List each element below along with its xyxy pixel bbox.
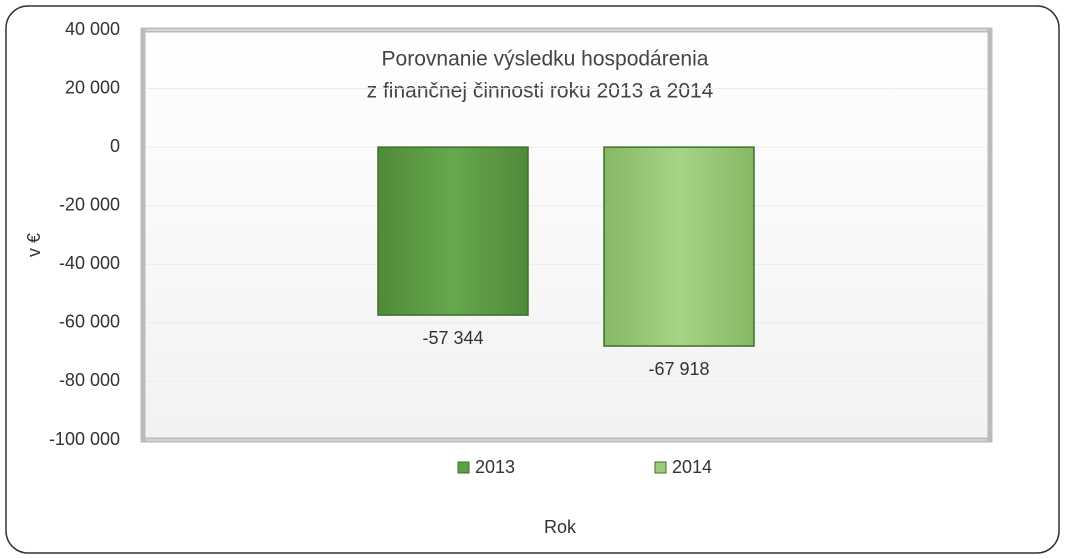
legend-label: 2014 bbox=[672, 457, 712, 477]
y-tick-label: 20 000 bbox=[65, 77, 120, 97]
y-tick-label: 40 000 bbox=[65, 19, 120, 39]
bar bbox=[377, 146, 529, 316]
data-label: -67 918 bbox=[648, 359, 709, 379]
chart-title: z finančnej činnosti roku 2013 a 2014 bbox=[367, 80, 714, 103]
legend-swatch bbox=[654, 461, 667, 474]
y-tick-label: 0 bbox=[110, 136, 120, 156]
legend-swatch bbox=[457, 461, 470, 474]
data-label: -57 344 bbox=[422, 328, 483, 348]
y-tick-label: -60 000 bbox=[59, 312, 120, 332]
y-tick-label: -40 000 bbox=[59, 253, 120, 273]
x-axis-label: Rok bbox=[544, 517, 577, 537]
legend-label: 2013 bbox=[475, 457, 515, 477]
bar bbox=[603, 146, 755, 347]
plot-area bbox=[140, 27, 993, 443]
y-tick-label: -20 000 bbox=[59, 194, 120, 214]
y-tick-label: -100 000 bbox=[49, 429, 120, 449]
y-tick-label: -80 000 bbox=[59, 370, 120, 390]
y-axis-label: v € bbox=[24, 233, 44, 257]
chart-title: Porovnanie výsledku hospodárenia bbox=[382, 48, 709, 71]
